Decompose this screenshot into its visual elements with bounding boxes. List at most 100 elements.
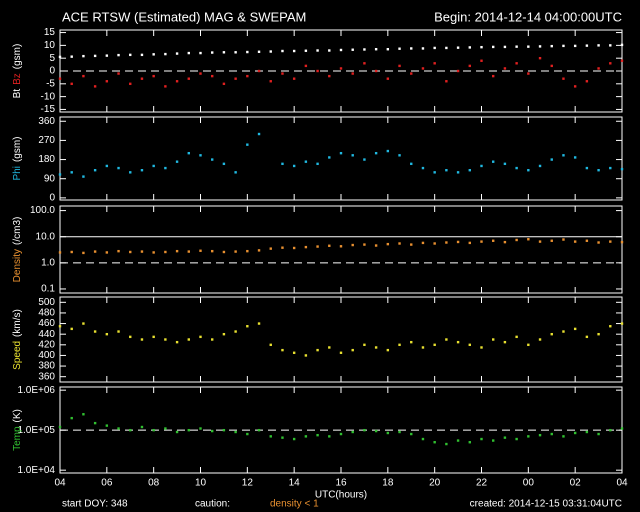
- data-point: [269, 247, 272, 250]
- data-point: [351, 348, 354, 352]
- y-tick-label: 1.0E+05: [17, 425, 55, 436]
- data-point: [562, 44, 565, 48]
- data-point: [93, 169, 97, 172]
- data-point: [351, 48, 354, 51]
- data-point: [58, 325, 62, 328]
- data-point: [164, 427, 167, 430]
- data-point: [386, 149, 390, 153]
- data-point: [456, 240, 460, 244]
- data-point: [140, 53, 144, 57]
- data-point: [211, 338, 214, 341]
- data-point: [140, 77, 144, 80]
- data-point: [573, 156, 577, 159]
- data-point: [363, 428, 366, 432]
- y-tick-label: 500: [38, 297, 55, 308]
- data-point: [468, 441, 471, 444]
- y-tick-label: 1.0: [41, 257, 55, 268]
- data-point: [480, 437, 483, 441]
- data-point: [538, 338, 542, 341]
- x-tick-label: 12: [242, 478, 254, 489]
- data-point: [515, 335, 518, 339]
- data-point: [562, 435, 565, 438]
- data-point: [93, 330, 97, 333]
- y-tick-label: 15: [44, 27, 56, 38]
- data-point: [211, 51, 214, 54]
- data-point: [222, 332, 226, 336]
- data-point: [374, 48, 378, 51]
- data-point: [363, 158, 366, 161]
- y-tick-label: 10: [44, 40, 56, 51]
- data-point: [609, 240, 612, 243]
- data-point: [246, 143, 249, 146]
- data-point: [339, 432, 343, 436]
- data-point: [328, 244, 331, 247]
- x-tick-label: 14: [289, 478, 301, 489]
- x-tick-label: 20: [429, 478, 441, 489]
- data-point: [117, 427, 120, 430]
- data-point: [304, 245, 308, 249]
- data-point: [199, 249, 202, 252]
- data-point: [70, 327, 73, 331]
- data-point: [164, 166, 167, 170]
- data-point: [351, 72, 354, 75]
- data-point: [222, 82, 226, 86]
- y-tick-label: 0.1: [41, 284, 55, 295]
- data-point: [129, 335, 132, 339]
- y-tick-label: 100.0: [30, 205, 55, 216]
- data-point: [585, 80, 589, 83]
- data-point: [316, 49, 319, 52]
- data-point: [246, 74, 249, 78]
- x-tick-label: 02: [570, 478, 582, 489]
- data-point: [58, 55, 62, 59]
- data-point: [445, 80, 448, 83]
- data-point: [550, 158, 553, 161]
- data-point: [234, 171, 237, 174]
- data-point: [117, 330, 120, 333]
- data-point: [58, 251, 62, 254]
- data-point: [503, 240, 507, 244]
- y-tick-label: 380: [38, 361, 55, 372]
- data-point: [527, 72, 530, 75]
- data-point: [410, 243, 413, 246]
- data-point: [70, 250, 73, 254]
- data-point: [527, 169, 530, 172]
- data-point: [199, 154, 202, 157]
- data-point: [585, 239, 589, 242]
- data-point: [164, 85, 167, 88]
- data-point: [187, 51, 190, 55]
- data-point: [609, 325, 612, 328]
- data-point: [292, 164, 296, 168]
- data-point: [585, 166, 589, 170]
- data-point: [222, 51, 226, 54]
- data-point: [597, 432, 600, 436]
- data-point: [445, 338, 448, 341]
- data-point: [433, 46, 436, 50]
- data-point: [527, 343, 530, 347]
- data-point: [398, 343, 401, 347]
- y-tick-label: 10.0: [36, 231, 56, 242]
- data-point: [445, 46, 448, 50]
- data-point: [421, 166, 425, 170]
- data-point: [93, 421, 97, 425]
- data-point: [58, 425, 62, 429]
- data-point: [456, 340, 460, 344]
- data-point: [140, 169, 144, 172]
- y-tick-label: 440: [38, 329, 55, 340]
- data-point: [269, 80, 272, 83]
- data-point: [82, 413, 85, 416]
- data-point: [374, 244, 378, 247]
- data-point: [363, 48, 366, 51]
- x-tick-label: 00: [523, 478, 535, 489]
- data-point: [339, 67, 343, 70]
- data-point: [562, 238, 565, 241]
- data-point: [468, 343, 471, 347]
- data-point: [550, 332, 553, 336]
- data-point: [316, 162, 319, 166]
- y-label-series: Speed: [12, 341, 23, 370]
- data-point: [515, 45, 518, 48]
- data-point: [269, 50, 272, 53]
- y-label-unit: (/cm3): [12, 217, 23, 245]
- data-point: [351, 154, 354, 157]
- data-point: [129, 82, 132, 86]
- data-point: [410, 432, 413, 436]
